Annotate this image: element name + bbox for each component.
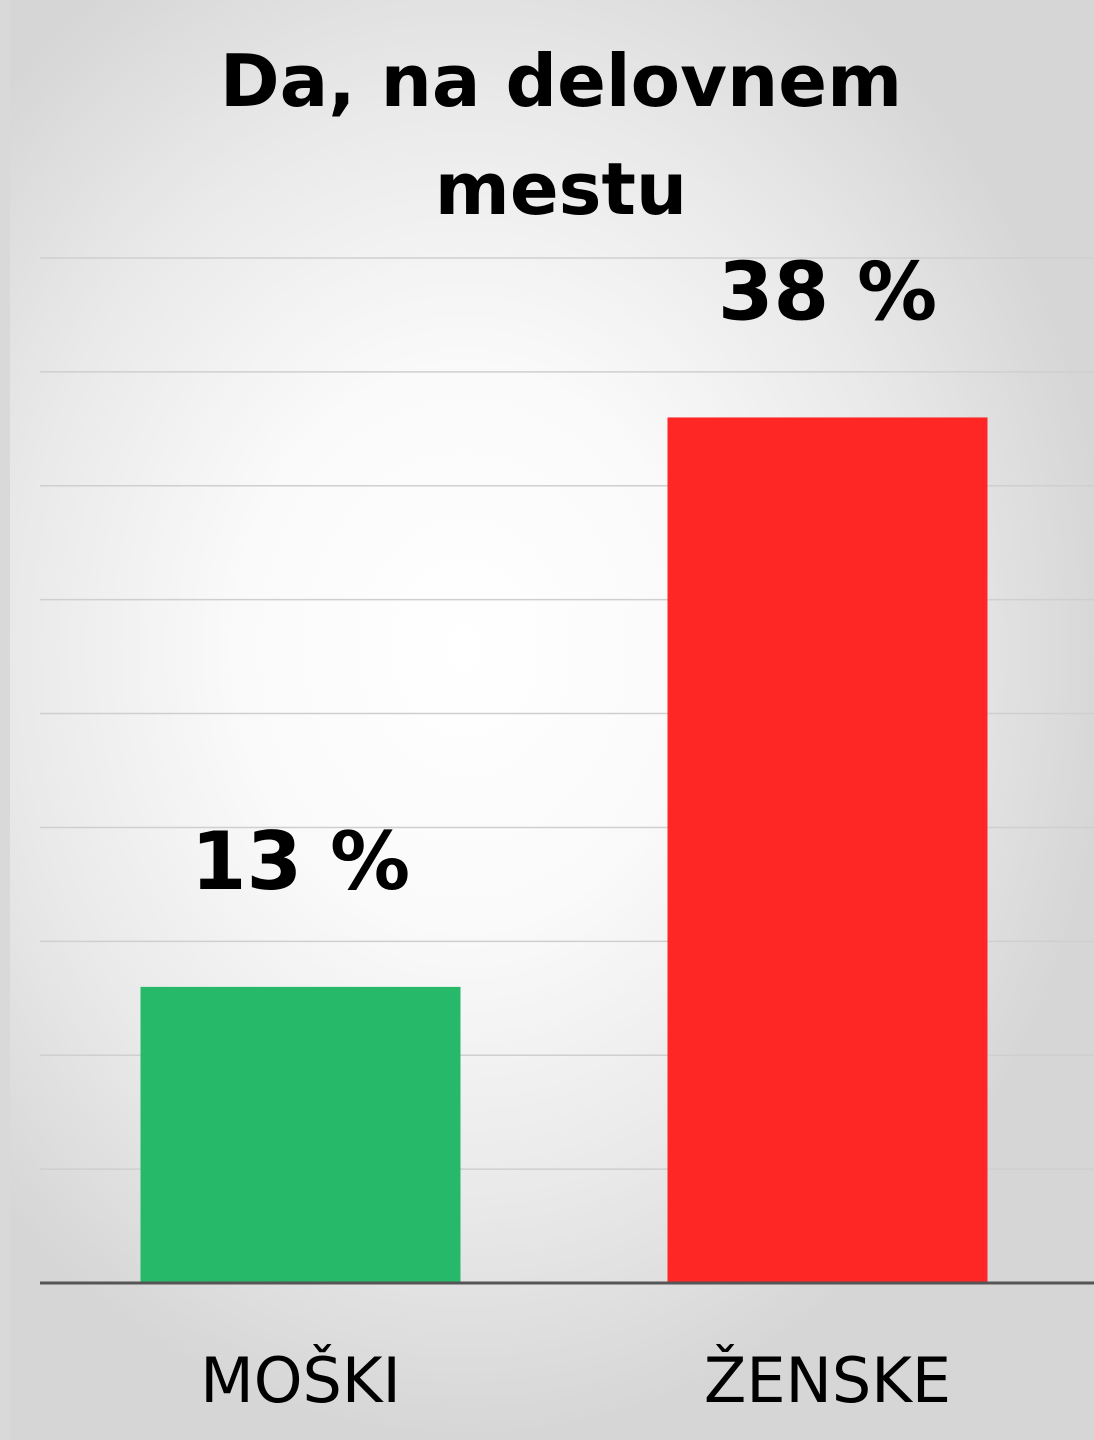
chart-container: Da, na delovnem mestu 13 % 38 % MOŠKI ŽENS… xyxy=(10,0,1094,1440)
bar-moski xyxy=(140,986,461,1283)
data-label: 13 % xyxy=(191,815,410,908)
bars xyxy=(140,417,988,1283)
chart-title-line-1: Da, na delovnem xyxy=(220,39,902,123)
bar-zenske xyxy=(667,417,988,1283)
category-label: MOŠKI xyxy=(200,1344,401,1417)
bar-chart: Da, na delovnem mestu 13 % 38 % MOŠKI ŽENS… xyxy=(40,39,1094,1417)
chart-title-line-2: mestu xyxy=(435,147,687,231)
category-labels: MOŠKI ŽENSKE xyxy=(200,1344,951,1417)
data-labels: 13 % 38 % xyxy=(191,245,937,907)
category-label: ŽENSKE xyxy=(704,1344,951,1417)
data-label: 38 % xyxy=(718,245,937,338)
